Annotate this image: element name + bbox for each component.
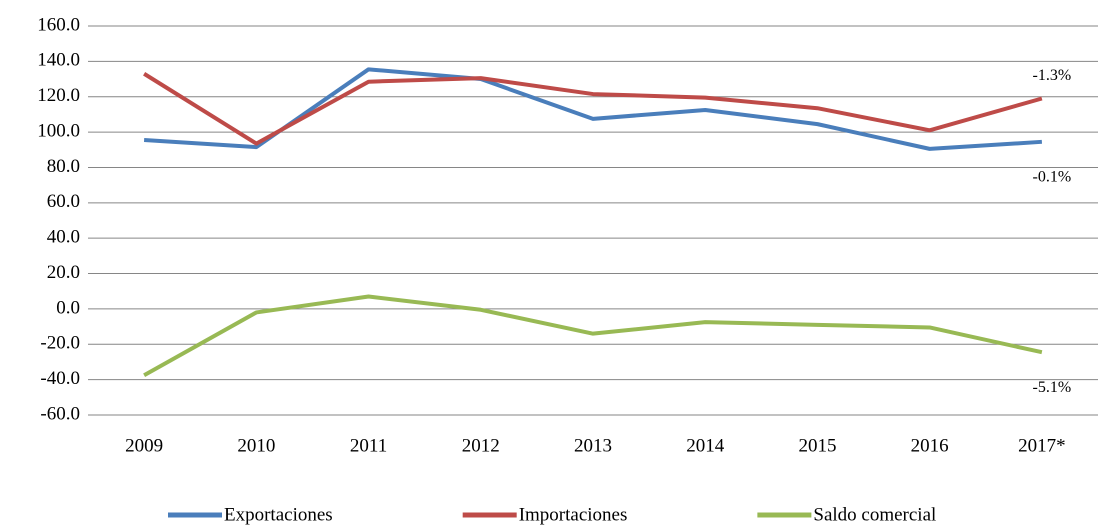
annotation: -5.1% bbox=[1033, 379, 1072, 396]
legend-label: Saldo comercial bbox=[813, 504, 936, 525]
y-tick-label: 20.0 bbox=[47, 262, 80, 283]
legend-label: Importaciones bbox=[519, 504, 628, 525]
x-tick-label: 2012 bbox=[462, 435, 500, 456]
y-tick-label: -60.0 bbox=[40, 403, 80, 424]
x-tick-label: 2011 bbox=[350, 435, 387, 456]
y-tick-label: -40.0 bbox=[40, 368, 80, 389]
y-tick-label: 80.0 bbox=[47, 156, 80, 177]
series-line bbox=[143, 72, 1043, 146]
series-line bbox=[143, 67, 1043, 151]
legend-label: Exportaciones bbox=[224, 504, 333, 525]
x-tick-label: 2015 bbox=[798, 435, 836, 456]
y-tick-label: 60.0 bbox=[47, 191, 80, 212]
annotation: -0.1% bbox=[1033, 168, 1072, 185]
y-tick-label: 140.0 bbox=[37, 50, 80, 71]
x-tick-label: 2017* bbox=[1018, 435, 1066, 456]
x-tick-label: 2016 bbox=[911, 435, 949, 456]
y-tick-label: 100.0 bbox=[37, 120, 80, 141]
x-tick-label: 2009 bbox=[125, 435, 163, 456]
y-tick-label: -20.0 bbox=[40, 333, 80, 354]
x-tick-label: 2014 bbox=[686, 435, 725, 456]
x-tick-label: 2013 bbox=[574, 435, 612, 456]
y-tick-label: 160.0 bbox=[37, 14, 80, 35]
series-line bbox=[143, 294, 1043, 377]
x-tick-label: 2010 bbox=[237, 435, 275, 456]
y-tick-label: 40.0 bbox=[47, 227, 80, 248]
annotation: -1.3% bbox=[1033, 67, 1072, 84]
y-tick-label: 0.0 bbox=[56, 297, 80, 318]
y-tick-label: 120.0 bbox=[37, 85, 80, 106]
